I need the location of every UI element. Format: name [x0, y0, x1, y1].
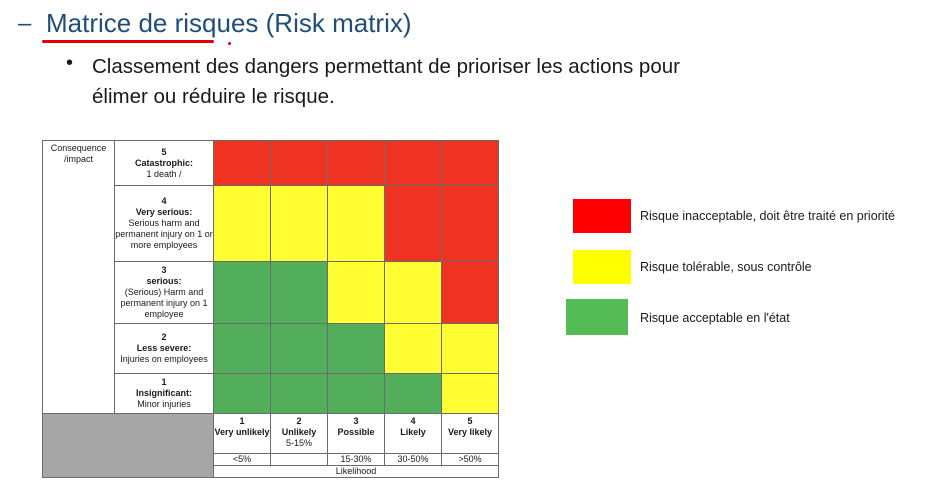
risk-cell-1-1	[213, 373, 271, 414]
legend-swatch-acceptable	[566, 299, 628, 335]
likelihood-number: 5	[467, 416, 473, 426]
severity-number: 4	[161, 196, 167, 206]
severity-number: 3	[161, 265, 167, 275]
risk-cell-4-1	[213, 185, 271, 262]
risk-cell-1-5	[441, 373, 499, 414]
legend-swatch-unacceptable	[573, 199, 631, 233]
risk-cell-5-2	[270, 140, 328, 186]
legend-text-unacceptable: Risque inacceptable, doit être traité en…	[640, 209, 896, 223]
severity-label: Very serious:	[135, 207, 193, 217]
likelihood-percent-empty	[270, 453, 328, 466]
likelihood-percent: >50%	[441, 453, 499, 466]
risk-cell-2-5	[441, 323, 499, 374]
severity-number: 2	[161, 332, 167, 342]
likelihood-number: 3	[353, 416, 359, 426]
severity-label: serious:	[146, 276, 182, 286]
risk-cell-4-3	[327, 185, 385, 262]
severity-number: 5	[161, 146, 167, 157]
likelihood-number: 4	[410, 416, 416, 426]
risk-cell-3-3	[327, 261, 385, 324]
severity-label: Catastrophic:	[134, 157, 193, 168]
bullet-text: Classement des dangers permettant de pri…	[92, 55, 680, 108]
likelihood-number: 2	[296, 416, 302, 426]
title-dash: –	[18, 10, 32, 37]
likelihood-label: Very likely	[447, 427, 493, 437]
severity-row-1: 1 Insignificant: Minor injuries	[114, 373, 214, 414]
severity-row-2: 2 Less severe: Injuries on employees	[114, 323, 214, 374]
corner-grey-cell	[42, 413, 214, 478]
risk-cell-4-2	[270, 185, 328, 262]
risk-cell-2-4	[384, 323, 442, 374]
likelihood-col-4: 4 Likely	[384, 413, 442, 454]
spellcheck-underline	[42, 40, 214, 43]
likelihood-number: 1	[239, 416, 245, 426]
severity-row-4: 4 Very serious: Serious harm and permane…	[114, 185, 214, 262]
risk-cell-5-5	[441, 140, 499, 186]
risk-cell-1-4	[384, 373, 442, 414]
risk-cell-4-4	[384, 185, 442, 262]
severity-number: 1	[161, 377, 167, 387]
severity-description: Injuries on employees	[120, 354, 208, 364]
severity-label: Less severe:	[136, 343, 192, 353]
severity-label: Insignificant:	[136, 388, 192, 398]
risk-cell-1-3	[327, 373, 385, 414]
likelihood-col-3: 3 Possible	[327, 413, 385, 454]
slide-title: Matrice de risques (Risk matrix)	[46, 8, 412, 38]
severity-description: Minor injuries	[137, 399, 191, 409]
risk-cell-3-5	[441, 261, 499, 324]
risk-cell-3-4	[384, 261, 442, 324]
risk-cell-2-1	[213, 323, 271, 374]
severity-description: 1 death /	[146, 168, 182, 179]
severity-description: (Serious) Harm and permanent injury on 1…	[120, 287, 208, 319]
likelihood-label: Likely	[400, 427, 426, 437]
likelihood-percent: 30-50%	[384, 453, 442, 466]
legend-swatch-tolerable	[573, 250, 631, 284]
likelihood-axis-title: Likelihood	[213, 465, 499, 478]
legend-text-tolerable: Risque tolérable, sous contrôle	[640, 260, 812, 274]
consequence-header: Consequence /impact	[42, 140, 115, 414]
severity-description: Serious harm and permanent injury on 1 o…	[115, 218, 213, 250]
likelihood-col-2: 2 Unlikely 5-15%	[270, 413, 328, 454]
risk-cell-5-3	[327, 140, 385, 186]
risk-cell-4-5	[441, 185, 499, 262]
likelihood-col-1: 1 Very unlikely	[213, 413, 271, 454]
likelihood-percent: 15-30%	[327, 453, 385, 466]
likelihood-percent: 5-15%	[285, 438, 312, 448]
spellcheck-underline-dot	[228, 42, 231, 45]
risk-cell-1-2	[270, 373, 328, 414]
severity-row-3: 3 serious: (Serious) Harm and permanent …	[114, 261, 214, 324]
risk-matrix: Consequence /impact 5 Catastrophic: 1 de…	[42, 140, 499, 478]
likelihood-percent: <5%	[213, 453, 271, 466]
risk-cell-2-3	[327, 323, 385, 374]
likelihood-label: Possible	[337, 427, 375, 437]
risk-cell-3-2	[270, 261, 328, 324]
likelihood-label: Very unlikely	[214, 427, 270, 437]
risk-cell-3-1	[213, 261, 271, 324]
severity-row-5: 5 Catastrophic: 1 death /	[114, 140, 214, 186]
risk-cell-5-4	[384, 140, 442, 186]
bullet-icon: •	[66, 52, 74, 74]
likelihood-col-5: 5 Very likely	[441, 413, 499, 454]
legend-text-acceptable: Risque acceptable en l'état	[640, 311, 790, 325]
risk-cell-2-2	[270, 323, 328, 374]
risk-cell-5-1	[213, 140, 271, 186]
likelihood-label: Unlikely	[281, 427, 317, 437]
